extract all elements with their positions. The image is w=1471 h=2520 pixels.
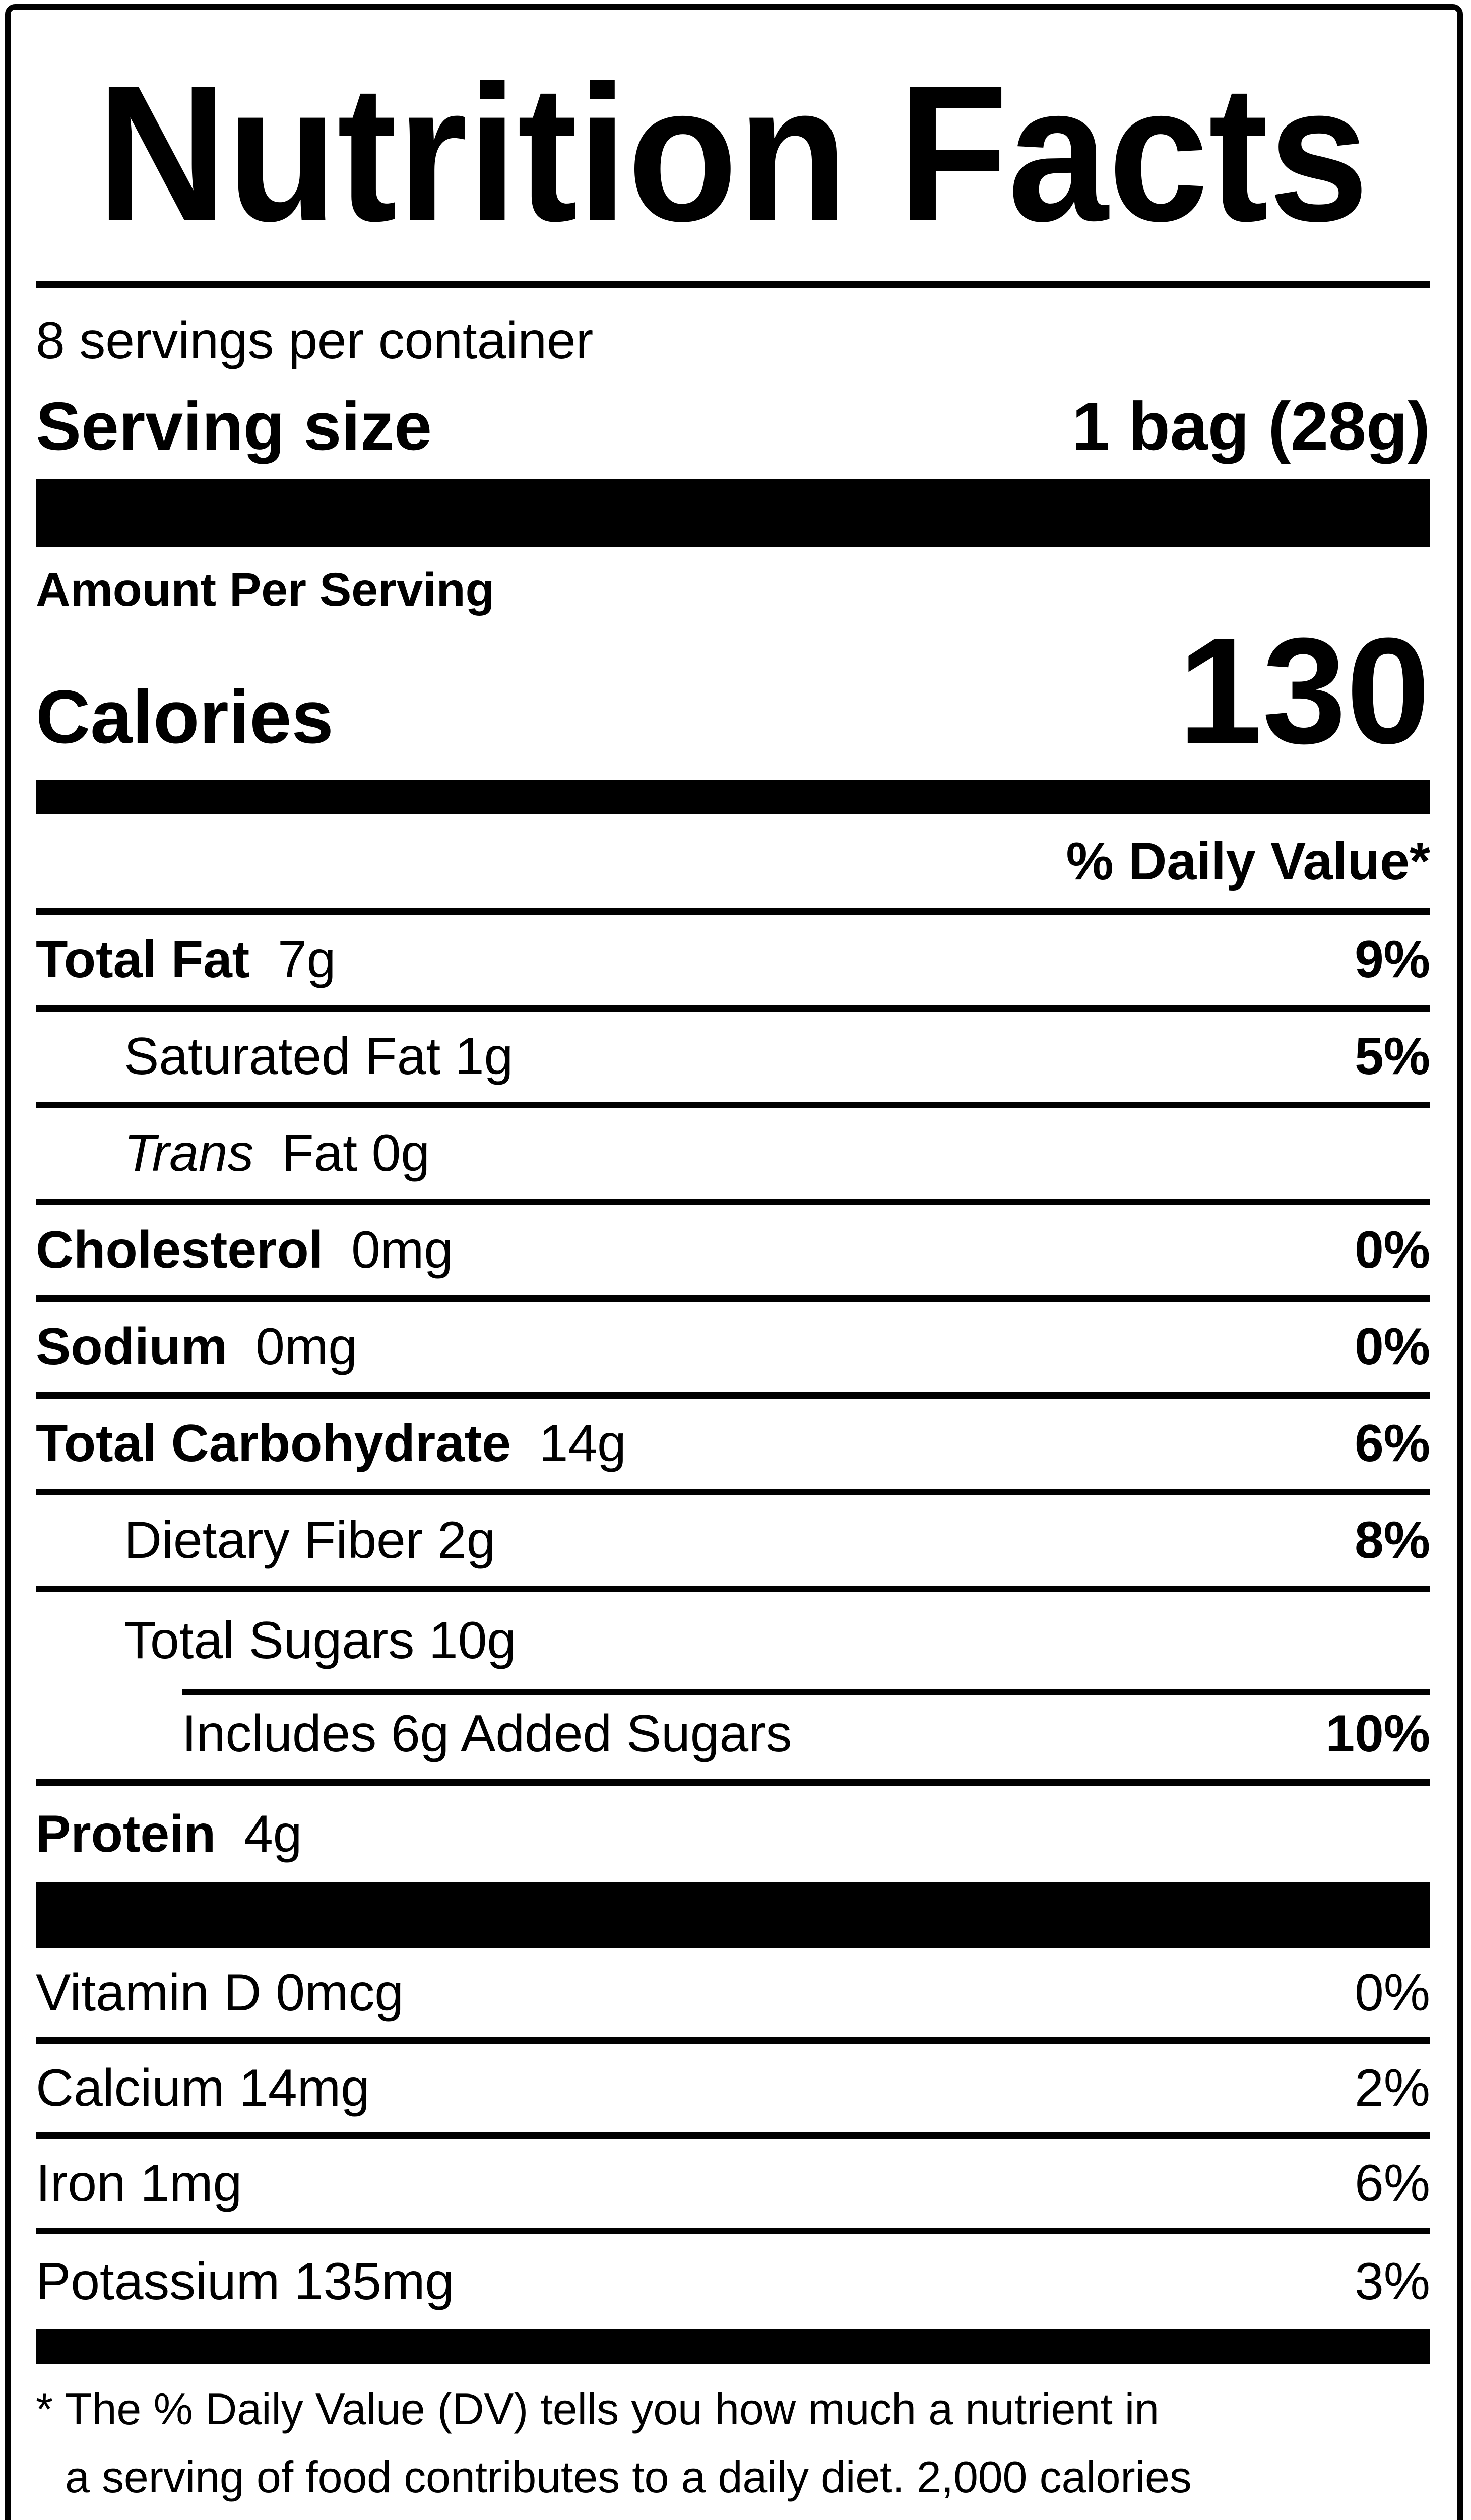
daily-value: 0% <box>1355 1317 1430 1376</box>
nutrient-row-added-sugars: Includes 6g Added Sugars 10% <box>36 1689 1430 1786</box>
servings-per-container: 8 servings per container <box>36 311 594 370</box>
thick-divider-bar <box>36 479 1430 547</box>
daily-value: 6% <box>1355 1414 1430 1473</box>
nutrition-facts-label: Nutrition Facts 8 servings per container… <box>5 4 1463 2520</box>
footnote-line: a serving of food contributes to a daily… <box>65 2452 1192 2502</box>
nutrient-name-amount: Trans Fat 0g <box>36 1123 430 1183</box>
nutrient-name-amount: Total Carbohydrate 14g <box>36 1414 626 1474</box>
nutrient-row-sodium: Sodium 0mg 0% <box>36 1302 1430 1399</box>
vitamin-name-amount: Vitamin D 0mcg <box>36 1963 404 2022</box>
serving-size-row: Serving size 1 bag (28g) <box>36 386 1430 466</box>
footnote-text: The % Daily Value (DV) tells you how muc… <box>65 2375 1430 2520</box>
footnote-line: The % Daily Value (DV) tells you how muc… <box>65 2384 1159 2434</box>
daily-value: 10% <box>1325 1705 1430 1763</box>
nutrient-name: Cholesterol <box>36 1221 324 1279</box>
nutrient-amount: 0mg <box>351 1221 453 1279</box>
calories-row: Calories 130 <box>36 606 1430 775</box>
nutrient-name-amount: Includes 6g Added Sugars <box>36 1704 792 1764</box>
nutrient-name-amount: Cholesterol 0mg <box>36 1220 453 1280</box>
daily-value: 5% <box>1355 1027 1430 1086</box>
nutrient-row-total-sugars: Total Sugars 10g <box>36 1592 1430 1689</box>
nutrient-amount: 0mg <box>255 1317 357 1376</box>
calories-label: Calories <box>36 674 334 759</box>
vitamin-name-amount: Potassium 135mg <box>36 2252 455 2311</box>
nutrient-row-cholesterol: Cholesterol 0mg 0% <box>36 1205 1430 1302</box>
nutrient-amount: Saturated Fat 1g <box>124 1027 514 1086</box>
vitamin-row-iron: Iron 1mg 6% <box>36 2139 1430 2234</box>
daily-value-footnote: * The % Daily Value (DV) tells you how m… <box>36 2375 1430 2520</box>
nutrient-amount: 14g <box>539 1414 626 1473</box>
nutrient-amount: 4g <box>243 1804 302 1863</box>
nutrient-name-amount: Protein 4g <box>36 1804 302 1864</box>
vitamin-row-vitamin-d: Vitamin D 0mcg 0% <box>36 1948 1430 2044</box>
nutrient-amount: Total Sugars 10g <box>124 1611 516 1670</box>
medium-divider-bar <box>36 2329 1430 2364</box>
daily-value: 3% <box>1355 2252 1430 2311</box>
serving-size-label: Serving size <box>36 388 432 464</box>
nutrient-name-italic: Trans <box>124 1124 254 1182</box>
vitamin-row-potassium: Potassium 135mg 3% <box>36 2234 1430 2329</box>
vitamin-row-calcium: Calcium 14mg 2% <box>36 2044 1430 2139</box>
daily-value: 8% <box>1355 1511 1430 1569</box>
footnote-asterisk: * <box>36 2384 53 2434</box>
nutrient-row-protein: Protein 4g <box>36 1786 1430 1882</box>
nutrient-row-saturated-fat: Saturated Fat 1g 5% <box>36 1012 1430 1108</box>
daily-value: 0% <box>1355 1963 1430 2022</box>
nutrient-row-total-carbohydrate: Total Carbohydrate 14g 6% <box>36 1399 1430 1495</box>
daily-value-header: % Daily Value* <box>36 814 1430 915</box>
daily-value: 2% <box>1355 2058 1430 2117</box>
daily-value: 9% <box>1355 930 1430 989</box>
nutrient-name-amount: Dietary Fiber 2g <box>36 1510 495 1570</box>
medium-divider-bar <box>36 780 1430 814</box>
nutrient-name: Protein <box>36 1804 216 1863</box>
nutrient-name-amount: Sodium 0mg <box>36 1317 357 1377</box>
nutrient-amount: Dietary Fiber 2g <box>124 1511 496 1569</box>
nutrient-name-amount: Saturated Fat 1g <box>36 1027 513 1087</box>
nutrient-amount: 7g <box>277 930 336 989</box>
calories-value: 130 <box>1178 606 1430 775</box>
nutrient-name: Total Carbohydrate <box>36 1414 511 1473</box>
nutrient-amount: Fat 0g <box>282 1124 430 1182</box>
vitamin-name-amount: Iron 1mg <box>36 2154 242 2213</box>
vitamin-name-amount: Calcium 14mg <box>36 2058 370 2117</box>
nutrient-name: Sodium <box>36 1317 228 1376</box>
label-title: Nutrition Facts <box>36 56 1430 250</box>
label-title-text: Nutrition Facts <box>97 44 1369 262</box>
nutrient-row-dietary-fiber: Dietary Fiber 2g 8% <box>36 1495 1430 1592</box>
nutrient-amount: Includes 6g Added Sugars <box>182 1705 792 1763</box>
title-separator-rule <box>36 281 1430 288</box>
nutrient-name-amount: Total Fat 7g <box>36 930 336 990</box>
daily-value: 6% <box>1355 2154 1430 2213</box>
nutrient-row-total-fat: Total Fat 7g 9% <box>36 915 1430 1012</box>
footnote-line: a day is used for general nutrition advi… <box>65 2511 1430 2520</box>
thick-divider-bar <box>36 1882 1430 1948</box>
nutrient-row-trans-fat: Trans Fat 0g <box>36 1108 1430 1205</box>
amount-per-serving-label: Amount Per Serving <box>36 563 495 616</box>
daily-value: 0% <box>1355 1221 1430 1279</box>
nutrient-name: Total Fat <box>36 930 250 989</box>
nutrient-name-amount: Total Sugars 10g <box>36 1611 516 1671</box>
serving-size-value: 1 bag (28g) <box>1072 388 1430 464</box>
